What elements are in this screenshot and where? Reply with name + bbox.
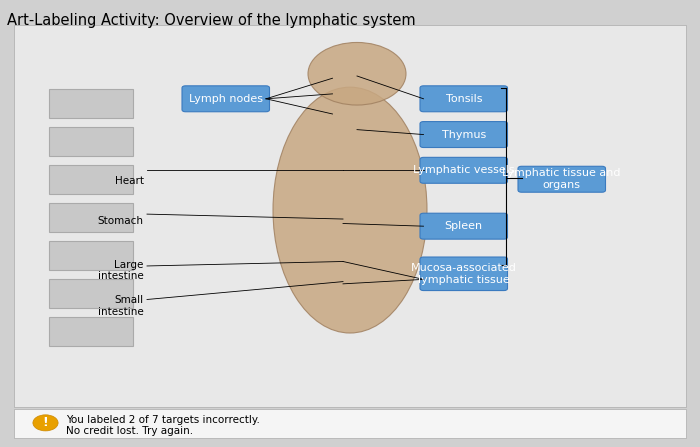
FancyBboxPatch shape <box>14 409 686 438</box>
Text: Spleen: Spleen <box>444 221 483 231</box>
Text: Thymus: Thymus <box>442 130 486 139</box>
FancyBboxPatch shape <box>14 25 686 407</box>
Text: Small
intestine: Small intestine <box>98 295 144 317</box>
FancyBboxPatch shape <box>49 203 133 232</box>
FancyBboxPatch shape <box>182 86 270 112</box>
FancyBboxPatch shape <box>420 213 508 239</box>
Text: Art-Labeling Activity: Overview of the lymphatic system: Art-Labeling Activity: Overview of the l… <box>7 13 416 29</box>
Ellipse shape <box>273 87 427 333</box>
FancyBboxPatch shape <box>420 122 508 148</box>
Text: Lymphatic vessels: Lymphatic vessels <box>413 165 514 175</box>
Text: Lymph nodes: Lymph nodes <box>189 94 262 104</box>
FancyBboxPatch shape <box>420 86 508 112</box>
FancyBboxPatch shape <box>49 165 133 194</box>
Text: !: ! <box>43 416 48 430</box>
FancyBboxPatch shape <box>49 241 133 270</box>
Text: You labeled 2 of 7 targets incorrectly.
No credit lost. Try again.: You labeled 2 of 7 targets incorrectly. … <box>66 415 260 436</box>
FancyBboxPatch shape <box>49 317 133 346</box>
FancyBboxPatch shape <box>420 257 508 291</box>
Circle shape <box>33 415 58 431</box>
Text: Mucosa-associated
lymphatic tissue: Mucosa-associated lymphatic tissue <box>411 263 517 285</box>
FancyBboxPatch shape <box>518 166 606 192</box>
FancyBboxPatch shape <box>49 279 133 308</box>
Circle shape <box>308 42 406 105</box>
FancyBboxPatch shape <box>420 157 508 183</box>
FancyBboxPatch shape <box>49 89 133 118</box>
Text: Large
intestine: Large intestine <box>98 260 144 281</box>
Text: Heart: Heart <box>115 176 144 186</box>
Text: Tonsils: Tonsils <box>445 94 482 104</box>
FancyBboxPatch shape <box>49 127 133 156</box>
Text: Lymphatic tissue and
organs: Lymphatic tissue and organs <box>503 169 621 190</box>
Text: Stomach: Stomach <box>97 216 144 226</box>
